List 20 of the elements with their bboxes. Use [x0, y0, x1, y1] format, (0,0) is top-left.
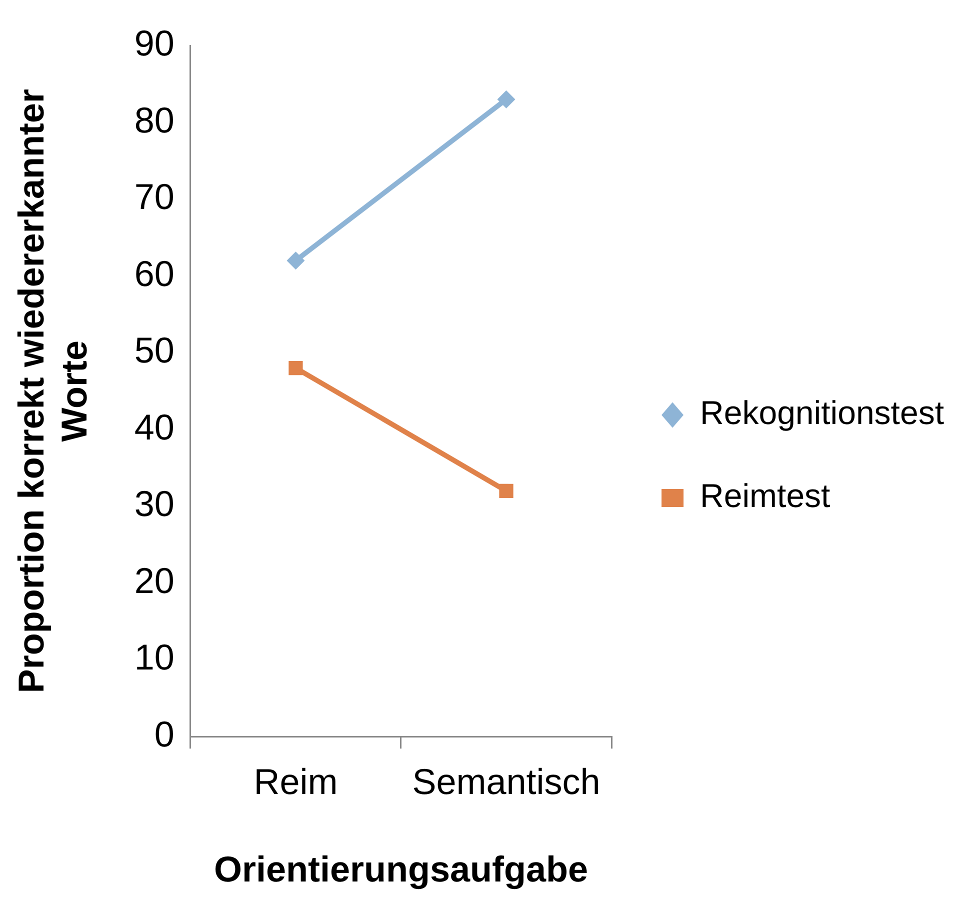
y-tick-label: 0 — [154, 714, 174, 755]
x-axis-title: Orientierungsaufgabe — [214, 848, 588, 890]
y-tick-label: 70 — [134, 176, 174, 218]
y-tick-label: 60 — [134, 252, 174, 294]
point — [499, 484, 514, 498]
point — [286, 252, 305, 270]
legend-label: Reimtest — [700, 477, 830, 514]
x-tick-label: Semantisch — [412, 761, 600, 802]
point — [288, 360, 303, 376]
y-axis-title: Proportion korrekt wiedererkannter Worte — [10, 89, 95, 694]
y-tick-label: 90 — [134, 22, 174, 64]
x-tick-label: Reim — [254, 761, 338, 802]
y-tick-label: 30 — [134, 483, 174, 524]
y-tick-label: 10 — [134, 636, 174, 678]
y-tick-label: 50 — [134, 330, 174, 371]
point — [497, 90, 516, 108]
y-tick-label: 80 — [134, 99, 174, 140]
y-tick-label: 20 — [134, 560, 174, 601]
legend-label: Rekognitionstest — [700, 394, 944, 432]
y-tick-label: 40 — [134, 406, 174, 448]
